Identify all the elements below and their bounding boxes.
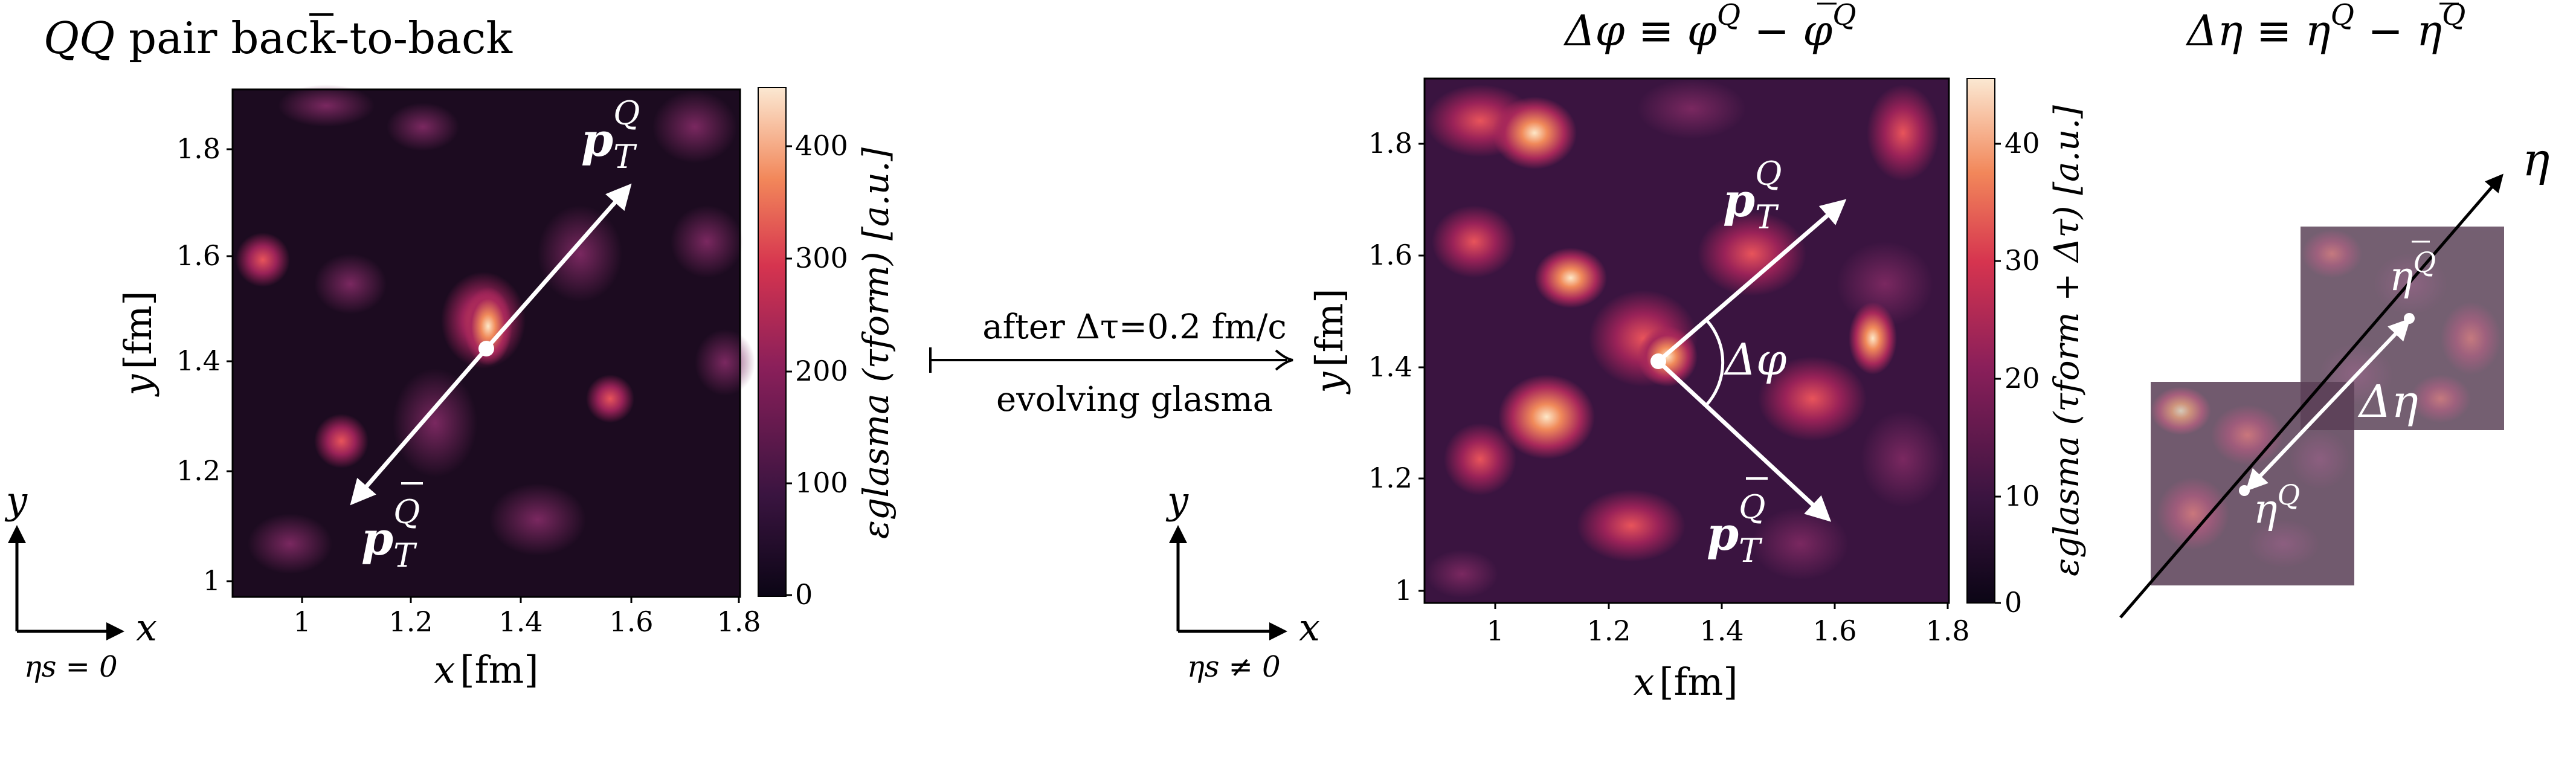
eta-axis bbox=[2119, 173, 2504, 619]
left-colorbar-ticks: 0 100 200 300 400 bbox=[786, 129, 848, 611]
right-colorbar-label: εglasma (τform + Δτ) [a.u.] bbox=[2047, 105, 2087, 576]
evolution-top-text: after Δτ=0.2 fm/c bbox=[982, 308, 1287, 347]
right-x-ticks: 1 1.2 1.4 1.6 1.8 bbox=[1486, 603, 1970, 647]
eta-slice-back bbox=[2301, 227, 2504, 430]
right-colorbar bbox=[1966, 78, 1995, 604]
axes-left-x: x bbox=[136, 605, 157, 649]
right-xlabel: x [fm] bbox=[1633, 660, 1737, 704]
right-angle-arc bbox=[1704, 319, 1725, 407]
right-label-pt-qbar: pTQ bbox=[1707, 488, 1765, 570]
right-pair-origin bbox=[1650, 353, 1666, 369]
left-colorbar-label: εglasma (τform) [a.u.] bbox=[855, 147, 897, 539]
right-xtick-4: 1.6 bbox=[1812, 614, 1856, 647]
right-ytick-4: 1.6 bbox=[1368, 239, 1412, 271]
left-xtick-1: 1 bbox=[293, 605, 311, 638]
left-ylabel: y[fm] bbox=[116, 291, 160, 397]
left-cbar-tick-200: 200 bbox=[795, 355, 848, 387]
eta-q-label: ηQ bbox=[2253, 478, 2300, 532]
evolution-arrow: after Δτ=0.2 fm/c evolving glasma bbox=[929, 308, 1293, 419]
right-xtick-5: 1.8 bbox=[1925, 614, 1969, 647]
eta-panel: Δη ≡ ηQ − ηQ η Δη bbox=[2119, 0, 2550, 619]
right-xtick-3: 1.4 bbox=[1699, 614, 1744, 647]
left-panel: QQ pair back-to-back bbox=[43, 13, 897, 692]
right-cbar-tick-40: 40 bbox=[2004, 127, 2040, 159]
eta-point-q bbox=[2239, 485, 2250, 496]
right-ytick-1: 1 bbox=[1395, 574, 1412, 607]
left-xtick-3: 1.4 bbox=[498, 605, 543, 638]
left-xtick-2: 1.2 bbox=[388, 605, 433, 638]
left-label-pt-q: pTQ bbox=[581, 94, 640, 176]
right-xtick-2: 1.2 bbox=[1586, 614, 1631, 647]
left-cbar-tick-100: 100 bbox=[795, 466, 848, 499]
eta-qbar-label: ηQ bbox=[2389, 246, 2436, 300]
axes-indicator-left: y x ηs = 0 bbox=[4, 478, 157, 684]
right-angle-label: Δφ bbox=[1723, 334, 1787, 385]
evolution-bottom-text: evolving glasma bbox=[996, 380, 1273, 419]
right-cbar-tick-30: 30 bbox=[2004, 244, 2040, 277]
left-title: QQ pair back-to-back bbox=[43, 13, 513, 63]
right-label-pt-q: pTQ bbox=[1723, 155, 1782, 236]
left-colorbar bbox=[758, 87, 787, 597]
eta-title: Δη ≡ ηQ − ηQ bbox=[2185, 0, 2465, 56]
left-xtick-4: 1.6 bbox=[609, 605, 653, 638]
left-ytick-5: 1.8 bbox=[176, 132, 221, 165]
axes-middle-y: y bbox=[1165, 478, 1189, 523]
axes-left-y: y bbox=[4, 478, 28, 523]
axes-indicator-middle: y x ηs ≠ 0 bbox=[1165, 478, 1320, 684]
left-x-ticks: 1 1.2 1.4 1.6 1.8 bbox=[293, 597, 761, 638]
left-ytick-1: 1 bbox=[203, 564, 221, 597]
eta-delta-label: Δη bbox=[2357, 376, 2418, 428]
left-label-pt-qbar: pTQ bbox=[361, 493, 420, 575]
left-xtick-5: 1.8 bbox=[716, 605, 761, 638]
right-colorbar-ticks: 0 10 20 30 40 bbox=[1995, 127, 2040, 619]
left-ytick-3: 1.4 bbox=[176, 344, 221, 377]
axes-left-caption: ηs = 0 bbox=[24, 650, 118, 684]
right-panel: Δφ ≡ φQ − φQ Δφ bbox=[1307, 0, 2087, 704]
left-cbar-tick-0: 0 bbox=[795, 578, 813, 611]
left-y-ticks: 1 1.2 1.4 1.6 1.8 bbox=[176, 132, 233, 597]
right-xtick-1: 1 bbox=[1486, 614, 1504, 647]
right-title: Δφ ≡ φQ − φQ bbox=[1563, 0, 1856, 56]
left-arrow-pt-qbar bbox=[350, 347, 488, 506]
eta-axis-label: η bbox=[2522, 132, 2550, 186]
right-ytick-2: 1.2 bbox=[1368, 462, 1412, 494]
right-cbar-tick-10: 10 bbox=[2004, 480, 2040, 512]
left-pair-origin bbox=[478, 341, 494, 356]
eta-point-qbar bbox=[2404, 313, 2415, 324]
left-ytick-4: 1.6 bbox=[176, 239, 221, 272]
left-arrow-pt-q bbox=[485, 183, 632, 350]
right-cbar-tick-20: 20 bbox=[2004, 362, 2040, 395]
left-cbar-tick-400: 400 bbox=[795, 129, 848, 162]
eta-arrow-down bbox=[2246, 320, 2409, 492]
left-cbar-tick-300: 300 bbox=[795, 242, 848, 274]
right-ytick-5: 1.8 bbox=[1368, 127, 1412, 159]
left-xlabel: x [fm] bbox=[434, 648, 538, 692]
right-ytick-3: 1.4 bbox=[1368, 350, 1412, 383]
right-arrow-pt-qbar bbox=[1657, 359, 1832, 522]
right-cbar-tick-0: 0 bbox=[2004, 586, 2022, 619]
right-arrow-pt-q bbox=[1657, 199, 1847, 363]
axes-middle-x: x bbox=[1299, 605, 1320, 649]
axes-middle-caption: ηs ≠ 0 bbox=[1187, 650, 1281, 684]
right-y-ticks: 1 1.2 1.4 1.6 1.8 bbox=[1368, 127, 1425, 607]
right-ylabel: y[fm] bbox=[1307, 288, 1351, 395]
left-ytick-2: 1.2 bbox=[176, 454, 221, 487]
right-heatmap bbox=[1425, 79, 1949, 603]
